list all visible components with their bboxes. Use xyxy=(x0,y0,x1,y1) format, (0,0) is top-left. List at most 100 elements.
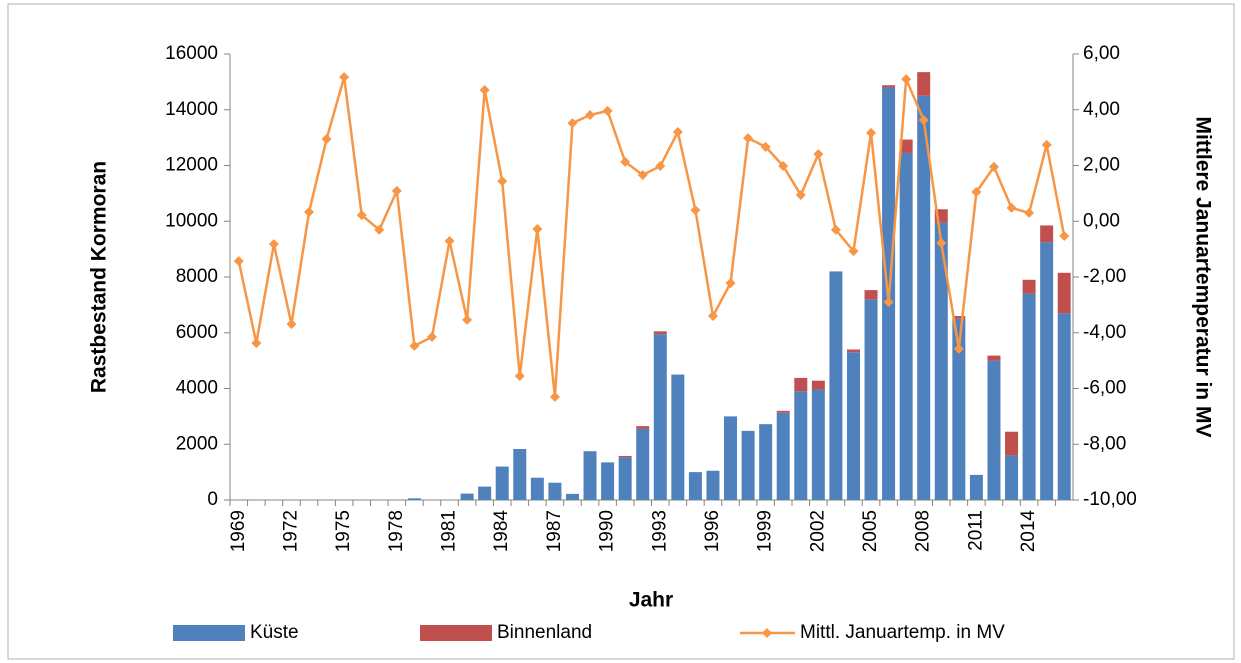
y-tick-label: 14000 xyxy=(165,99,218,120)
line-marker xyxy=(901,74,912,85)
y2-tick-label: 6,00 xyxy=(1083,43,1120,64)
x-tick-label: 1981 xyxy=(439,510,460,552)
x-tick-label: 2011 xyxy=(965,510,986,551)
line-marker xyxy=(936,237,947,248)
bar xyxy=(811,389,825,500)
y-tick-label: 12000 xyxy=(165,155,218,176)
bar xyxy=(706,470,720,500)
legend-marker xyxy=(762,628,772,638)
line-marker xyxy=(655,161,666,172)
bar xyxy=(864,290,878,300)
x-tick-label: 1969 xyxy=(228,510,249,552)
line-marker xyxy=(532,224,543,235)
bar xyxy=(478,486,492,500)
x-tick-label: 1993 xyxy=(649,510,670,552)
bar xyxy=(934,222,948,501)
bar xyxy=(513,448,527,500)
y-tick-label: 4000 xyxy=(176,378,218,399)
line-marker xyxy=(444,236,455,247)
bar xyxy=(724,416,738,500)
bar xyxy=(1005,431,1019,456)
bar xyxy=(794,391,808,500)
line-marker xyxy=(374,224,385,235)
line-marker xyxy=(585,110,596,121)
y2-tick-label: -8,00 xyxy=(1083,433,1126,454)
line-marker xyxy=(286,319,297,330)
line-marker xyxy=(356,210,367,221)
bar xyxy=(618,457,632,500)
bar xyxy=(495,466,509,500)
line-marker xyxy=(883,297,894,308)
line-marker xyxy=(426,331,437,342)
bar xyxy=(794,377,808,392)
line-marker xyxy=(549,391,560,402)
line-marker xyxy=(251,338,262,349)
y-tick-label: 10000 xyxy=(165,210,218,231)
bar xyxy=(601,462,615,500)
y2-tick-label: 0,00 xyxy=(1083,210,1120,231)
line-marker xyxy=(497,176,508,187)
line-marker xyxy=(409,340,420,351)
line-marker xyxy=(514,370,525,381)
bar xyxy=(846,352,860,500)
y-tick-label: 6000 xyxy=(176,322,218,343)
x-tick-label: 1999 xyxy=(755,510,776,552)
bar xyxy=(565,493,579,500)
bar xyxy=(1040,242,1054,500)
line-marker xyxy=(1024,207,1035,218)
bar xyxy=(530,477,544,500)
line-marker xyxy=(1006,202,1017,213)
y-tick-label: 0 xyxy=(207,489,218,510)
bar xyxy=(759,424,773,500)
line-marker xyxy=(918,115,929,126)
bar xyxy=(1022,293,1036,500)
x-tick-label: 2005 xyxy=(860,510,881,552)
bar xyxy=(583,451,597,500)
x-axis-title: Jahr xyxy=(629,589,673,612)
legend-label: Mittl. Januartemp. in MV xyxy=(800,622,1005,643)
line-marker xyxy=(233,256,244,267)
bar xyxy=(882,85,896,88)
bar xyxy=(653,334,667,500)
bar xyxy=(741,430,755,500)
legend-label: Küste xyxy=(250,622,299,643)
line-marker xyxy=(672,127,683,138)
line-marker xyxy=(1041,139,1052,150)
bar xyxy=(846,349,860,353)
line-marker xyxy=(848,246,859,257)
line-marker xyxy=(725,278,736,289)
bar xyxy=(811,380,825,390)
line-marker xyxy=(602,105,613,116)
x-tick-label: 1987 xyxy=(544,510,565,552)
bar xyxy=(899,152,913,501)
x-tick-label: 1975 xyxy=(333,510,354,552)
bar xyxy=(1057,313,1071,500)
bar xyxy=(548,482,562,500)
line-marker xyxy=(953,343,964,354)
bar xyxy=(671,374,685,500)
x-tick-label: 1978 xyxy=(386,510,407,552)
legend-swatch xyxy=(173,625,245,641)
line-marker xyxy=(321,134,332,145)
line-marker xyxy=(778,161,789,172)
x-tick-label: 2008 xyxy=(913,510,934,552)
line-marker xyxy=(391,185,402,196)
y2-tick-label: -6,00 xyxy=(1083,378,1126,399)
line-marker xyxy=(1059,231,1070,242)
y2-axis-title: Mittlere Januartemperatur in MV xyxy=(1191,117,1214,438)
bar xyxy=(899,139,913,153)
line-series xyxy=(237,76,1066,397)
bar xyxy=(407,498,421,500)
line-marker xyxy=(743,133,754,144)
line-marker xyxy=(795,190,806,201)
x-tick-label: 1990 xyxy=(597,510,618,552)
x-tick-label: 1972 xyxy=(280,510,301,552)
bar xyxy=(1005,455,1019,500)
bar xyxy=(987,360,1001,500)
y-tick-label: 16000 xyxy=(165,43,218,64)
bar xyxy=(952,318,966,500)
bar xyxy=(618,455,632,458)
line-marker xyxy=(830,224,841,235)
bar xyxy=(776,412,790,500)
